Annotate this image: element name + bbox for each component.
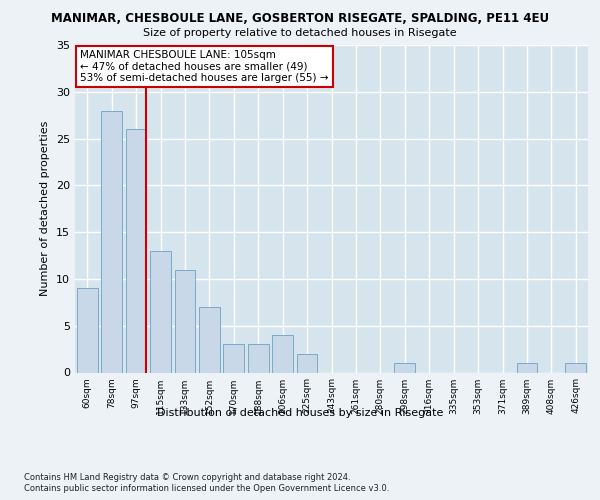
Bar (296, 354, 317, 372)
Bar (248, 344, 269, 372)
Text: Size of property relative to detached houses in Risegate: Size of property relative to detached ho… (143, 28, 457, 38)
Bar (517, 363, 538, 372)
Bar (272, 335, 293, 372)
Bar (77, 288, 98, 372)
Text: Distribution of detached houses by size in Risegate: Distribution of detached houses by size … (157, 408, 443, 418)
Text: Contains public sector information licensed under the Open Government Licence v3: Contains public sector information licen… (24, 484, 389, 493)
Bar (565, 363, 586, 372)
Bar (394, 363, 415, 372)
Bar (199, 307, 220, 372)
Bar (125, 129, 146, 372)
Text: Contains HM Land Registry data © Crown copyright and database right 2024.: Contains HM Land Registry data © Crown c… (24, 472, 350, 482)
Bar (101, 110, 122, 372)
Text: MANIMAR, CHESBOULE LANE, GOSBERTON RISEGATE, SPALDING, PE11 4EU: MANIMAR, CHESBOULE LANE, GOSBERTON RISEG… (51, 12, 549, 26)
Bar (150, 251, 171, 372)
Bar (223, 344, 244, 372)
Y-axis label: Number of detached properties: Number of detached properties (40, 121, 50, 296)
Bar (175, 270, 196, 372)
Text: MANIMAR CHESBOULE LANE: 105sqm
← 47% of detached houses are smaller (49)
53% of : MANIMAR CHESBOULE LANE: 105sqm ← 47% of … (80, 50, 329, 83)
